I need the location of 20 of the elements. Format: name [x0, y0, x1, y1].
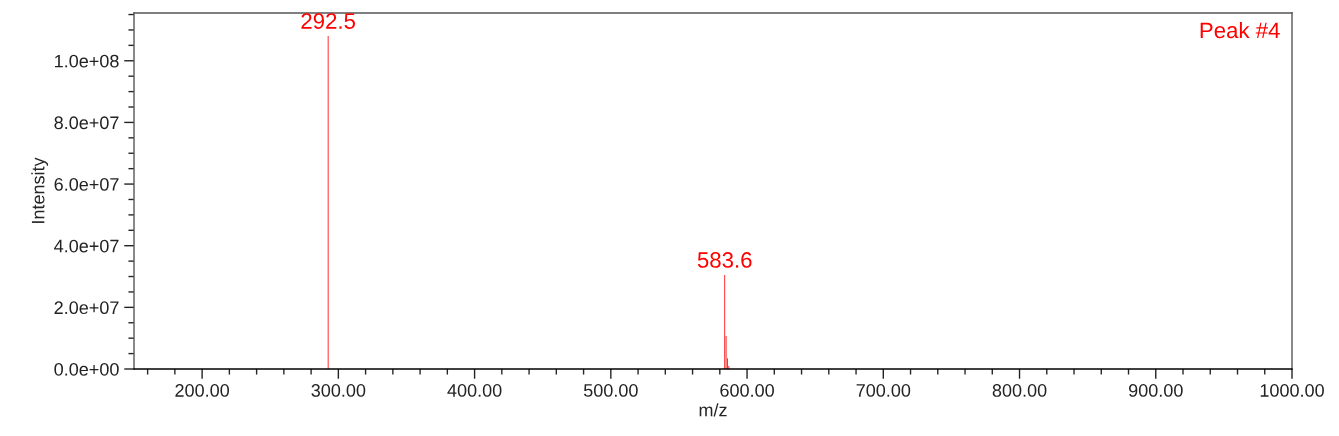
x-tick-label: 300.00	[311, 384, 366, 397]
x-tick-label: 800.00	[992, 384, 1047, 397]
x-tick-label: 400.00	[447, 384, 502, 397]
annotation: 583.6	[697, 252, 752, 268]
y-tick-label: 2.0e+07	[54, 301, 119, 315]
x-tick-label: 200.00	[175, 384, 230, 397]
x-axis-title: m/z	[699, 403, 727, 417]
y-tick-label: 4.0e+07	[54, 239, 119, 253]
x-tick-label: 700.00	[856, 384, 911, 397]
annotation: Peak #4	[1200, 21, 1280, 39]
y-axis-title: Intensity	[31, 157, 49, 223]
y-tick-label: 1.0e+08	[55, 54, 119, 68]
y-tick-label: 6.0e+07	[54, 178, 119, 191]
y-tick-label: 8.0e+07	[54, 116, 119, 130]
x-tick-label: 900.00	[1129, 384, 1183, 397]
x-tick-label: 1000.00	[1260, 384, 1324, 397]
annotation: 292.5	[301, 13, 356, 29]
y-tick-label: 0.0e+00	[54, 362, 119, 376]
x-tick-label: 600.00	[720, 384, 774, 397]
x-tick-label: 500.00	[583, 384, 638, 397]
